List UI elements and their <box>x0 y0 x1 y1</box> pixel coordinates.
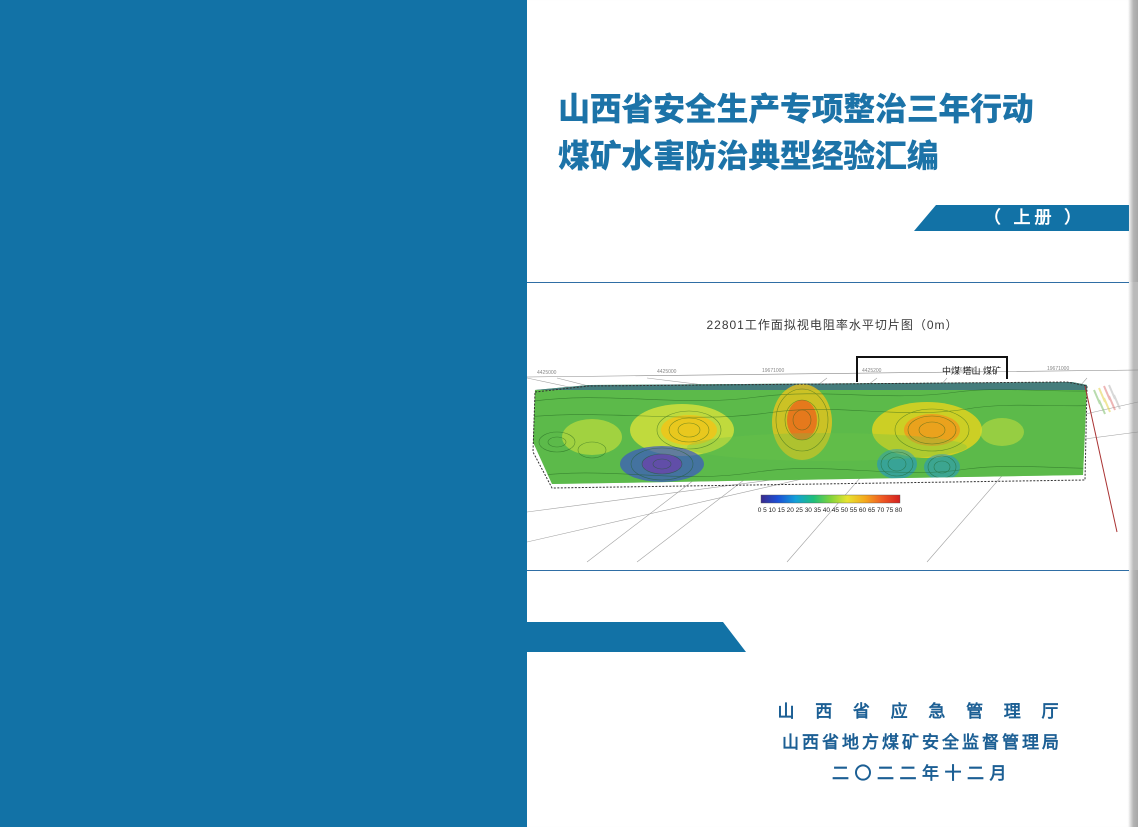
svg-text:中煤 塔山 煤矿: 中煤 塔山 煤矿 <box>942 365 1001 376</box>
svg-text:4425000: 4425000 <box>657 369 677 375</box>
svg-text:0 5 10 15 20 25 30 35 40 45: 0 5 10 15 20 25 30 35 40 45 50 55 60 65 … <box>758 507 903 514</box>
svg-text:19671000: 19671000 <box>762 368 784 374</box>
svg-text:4425200: 4425200 <box>862 368 882 374</box>
svg-text:4425000: 4425000 <box>537 370 557 376</box>
svg-text:19671000: 19671000 <box>1047 366 1069 372</box>
